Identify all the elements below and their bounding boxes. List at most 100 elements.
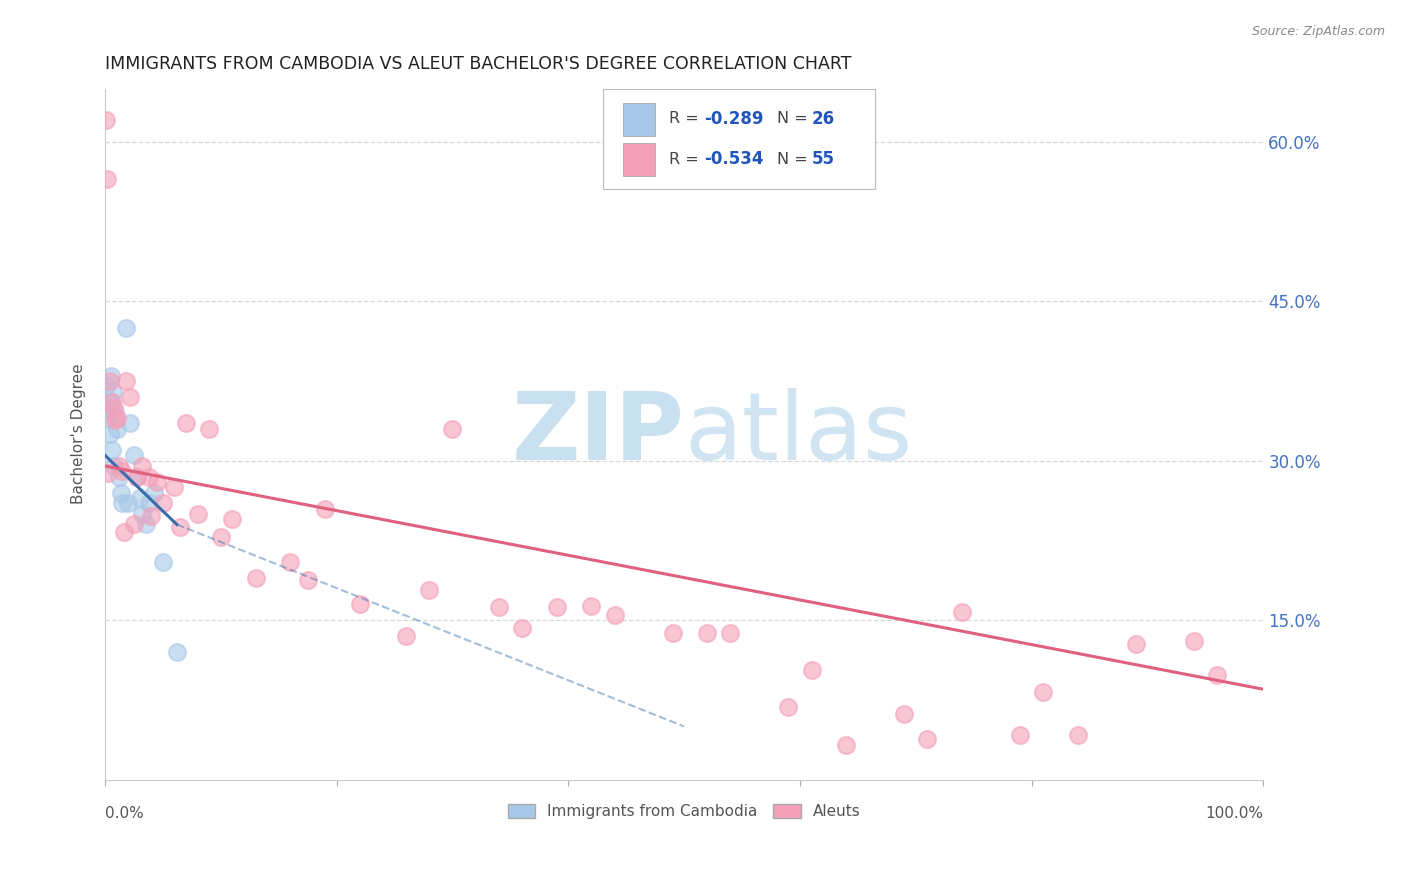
- Point: [110, 485, 132, 500]
- Point: [138, 496, 160, 510]
- Point: [98, 427, 121, 442]
- Point: [96, 172, 118, 186]
- Point: [94, 379, 117, 393]
- Text: -0.289: -0.289: [704, 110, 763, 128]
- Text: 0.0%: 0.0%: [105, 805, 143, 821]
- Point: [127, 469, 149, 483]
- Y-axis label: Bachelor's Degree: Bachelor's Degree: [72, 364, 86, 504]
- Point: [221, 512, 243, 526]
- Text: R =: R =: [669, 152, 704, 167]
- Point: [103, 401, 125, 415]
- Point: [349, 597, 371, 611]
- Point: [1206, 668, 1229, 682]
- Point: [117, 496, 139, 510]
- Point: [893, 706, 915, 721]
- Point: [115, 374, 138, 388]
- Point: [108, 469, 131, 483]
- Point: [98, 374, 121, 388]
- Point: [97, 411, 120, 425]
- Point: [581, 599, 603, 614]
- Point: [104, 413, 127, 427]
- Point: [128, 491, 150, 505]
- Point: [152, 496, 174, 510]
- Point: [546, 600, 568, 615]
- Text: ZIP: ZIP: [512, 388, 685, 480]
- Point: [101, 395, 124, 409]
- Point: [1125, 636, 1147, 650]
- Point: [131, 458, 153, 473]
- Point: [720, 626, 742, 640]
- Point: [297, 573, 319, 587]
- Point: [917, 732, 939, 747]
- Point: [166, 645, 188, 659]
- Point: [1032, 685, 1054, 699]
- FancyBboxPatch shape: [603, 88, 876, 189]
- Point: [141, 508, 163, 523]
- Point: [120, 390, 142, 404]
- Point: [101, 443, 124, 458]
- Text: IMMIGRANTS FROM CAMBODIA VS ALEUT BACHELOR'S DEGREE CORRELATION CHART: IMMIGRANTS FROM CAMBODIA VS ALEUT BACHEL…: [105, 55, 852, 73]
- FancyBboxPatch shape: [623, 103, 655, 136]
- Point: [696, 626, 718, 640]
- Point: [169, 519, 191, 533]
- Point: [122, 448, 145, 462]
- Point: [174, 417, 197, 431]
- Point: [418, 583, 440, 598]
- Text: 26: 26: [811, 110, 835, 128]
- Point: [112, 524, 135, 539]
- Point: [510, 621, 533, 635]
- Point: [1182, 634, 1205, 648]
- Point: [278, 555, 301, 569]
- Text: N =: N =: [778, 152, 813, 167]
- Point: [603, 607, 626, 622]
- Point: [1067, 728, 1090, 742]
- Point: [135, 517, 157, 532]
- Point: [103, 458, 125, 473]
- Point: [441, 422, 464, 436]
- Point: [115, 320, 138, 334]
- Point: [835, 738, 858, 752]
- Point: [111, 464, 134, 478]
- Point: [96, 401, 118, 415]
- Point: [800, 663, 823, 677]
- Point: [111, 496, 134, 510]
- Point: [395, 629, 418, 643]
- Point: [122, 517, 145, 532]
- Point: [950, 605, 973, 619]
- Point: [108, 458, 131, 473]
- Point: [163, 480, 186, 494]
- Text: Source: ZipAtlas.com: Source: ZipAtlas.com: [1251, 25, 1385, 38]
- Point: [152, 555, 174, 569]
- Point: [138, 469, 160, 483]
- Point: [146, 475, 169, 489]
- Point: [98, 395, 121, 409]
- Point: [105, 422, 128, 436]
- Point: [100, 368, 122, 383]
- Text: -0.534: -0.534: [704, 150, 763, 168]
- Point: [97, 467, 120, 481]
- Point: [142, 485, 165, 500]
- Legend: Immigrants from Cambodia, Aleuts: Immigrants from Cambodia, Aleuts: [503, 799, 865, 824]
- Point: [314, 501, 336, 516]
- Point: [661, 626, 683, 640]
- FancyBboxPatch shape: [623, 144, 655, 177]
- Point: [198, 422, 221, 436]
- Point: [94, 113, 117, 128]
- Text: R =: R =: [669, 112, 704, 127]
- Point: [187, 507, 209, 521]
- Point: [209, 530, 232, 544]
- Point: [120, 417, 142, 431]
- Point: [127, 469, 149, 483]
- Text: N =: N =: [778, 112, 813, 127]
- Point: [778, 700, 800, 714]
- Point: [245, 571, 267, 585]
- Point: [131, 507, 153, 521]
- Point: [105, 411, 128, 425]
- Point: [104, 406, 127, 420]
- Point: [488, 600, 510, 615]
- Text: 55: 55: [811, 150, 835, 168]
- Point: [101, 384, 124, 399]
- Text: 100.0%: 100.0%: [1205, 805, 1264, 821]
- Point: [1010, 728, 1032, 742]
- Text: atlas: atlas: [685, 388, 912, 480]
